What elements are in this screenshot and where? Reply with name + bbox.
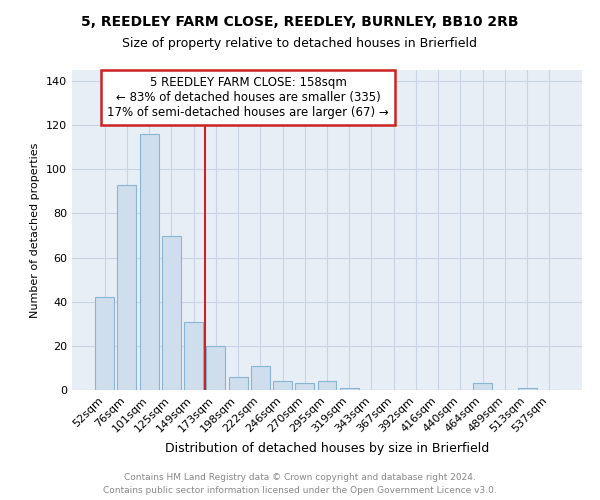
Bar (340, 388, 359, 390)
Bar (206, 346, 225, 390)
Text: Contains HM Land Registry data © Crown copyright and database right 2024.
Contai: Contains HM Land Registry data © Crown c… (103, 473, 497, 495)
Y-axis label: Number of detached properties: Number of detached properties (31, 142, 40, 318)
Bar (518, 388, 536, 390)
X-axis label: Distribution of detached houses by size in Brierfield: Distribution of detached houses by size … (165, 442, 489, 455)
Bar (251, 366, 270, 390)
Text: 5, REEDLEY FARM CLOSE, REEDLEY, BURNLEY, BB10 2RB: 5, REEDLEY FARM CLOSE, REEDLEY, BURNLEY,… (81, 15, 519, 29)
Bar (162, 236, 181, 390)
Bar (140, 134, 158, 390)
Text: Size of property relative to detached houses in Brierfield: Size of property relative to detached ho… (122, 38, 478, 51)
Bar (273, 381, 292, 390)
Bar (95, 298, 114, 390)
Bar (229, 377, 248, 390)
Text: 5 REEDLEY FARM CLOSE: 158sqm
← 83% of detached houses are smaller (335)
17% of s: 5 REEDLEY FARM CLOSE: 158sqm ← 83% of de… (107, 76, 389, 120)
Bar (118, 185, 136, 390)
Bar (295, 384, 314, 390)
Bar (317, 381, 337, 390)
Bar (184, 322, 203, 390)
Bar (473, 384, 492, 390)
